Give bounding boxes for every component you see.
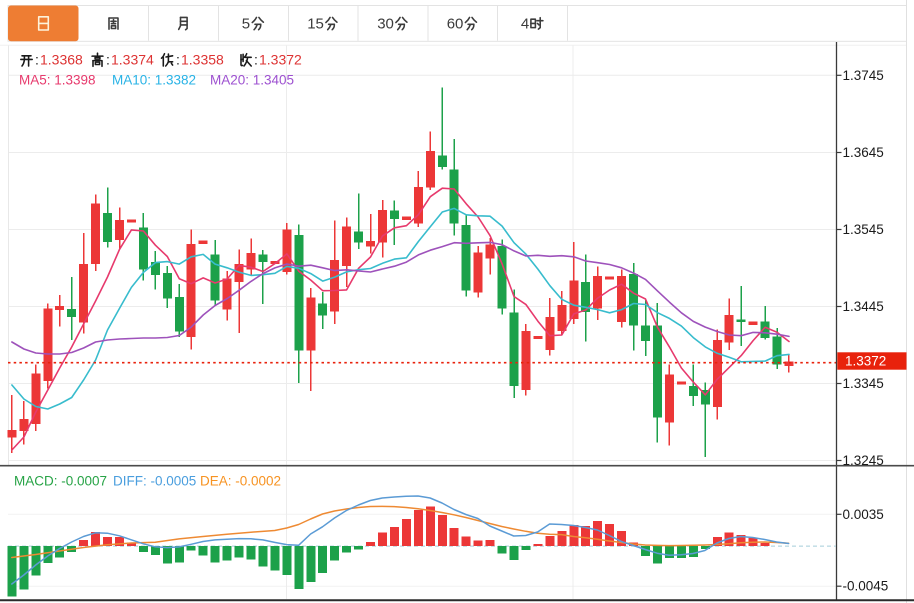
svg-text:1.3368: 1.3368	[40, 51, 83, 67]
svg-text:1.3445: 1.3445	[843, 299, 884, 314]
svg-text:60: 60	[447, 16, 464, 33]
svg-text::: :	[176, 51, 180, 67]
svg-text:1.3358: 1.3358	[181, 51, 224, 67]
svg-text:1.3372: 1.3372	[845, 353, 886, 368]
svg-text::: :	[254, 51, 258, 67]
svg-text:1.3345: 1.3345	[843, 376, 884, 391]
svg-text:MA20: 1.3405: MA20: 1.3405	[210, 73, 294, 88]
svg-text:MACD: -0.0007: MACD: -0.0007	[14, 474, 107, 489]
svg-text:-0.0045: -0.0045	[843, 579, 889, 594]
svg-text:MA10: 1.3382: MA10: 1.3382	[112, 73, 196, 88]
svg-text:1.3245: 1.3245	[843, 453, 884, 468]
svg-text::: :	[106, 51, 110, 67]
svg-text:30: 30	[377, 16, 394, 33]
svg-text:5: 5	[242, 16, 250, 33]
svg-text:4: 4	[521, 16, 529, 33]
svg-text:DIFF: -0.0005: DIFF: -0.0005	[113, 474, 196, 489]
svg-text:1.3745: 1.3745	[843, 68, 884, 83]
svg-text::: :	[35, 51, 39, 67]
svg-text:MA5: 1.3398: MA5: 1.3398	[19, 73, 96, 88]
svg-text:1.3374: 1.3374	[111, 51, 154, 67]
svg-text:1.3645: 1.3645	[843, 145, 884, 160]
svg-text:1.3372: 1.3372	[259, 51, 302, 67]
svg-text:DEA: -0.0002: DEA: -0.0002	[200, 474, 281, 489]
svg-text:0.0035: 0.0035	[843, 507, 884, 522]
svg-text:15: 15	[307, 16, 324, 33]
svg-text:1.3545: 1.3545	[843, 222, 884, 237]
